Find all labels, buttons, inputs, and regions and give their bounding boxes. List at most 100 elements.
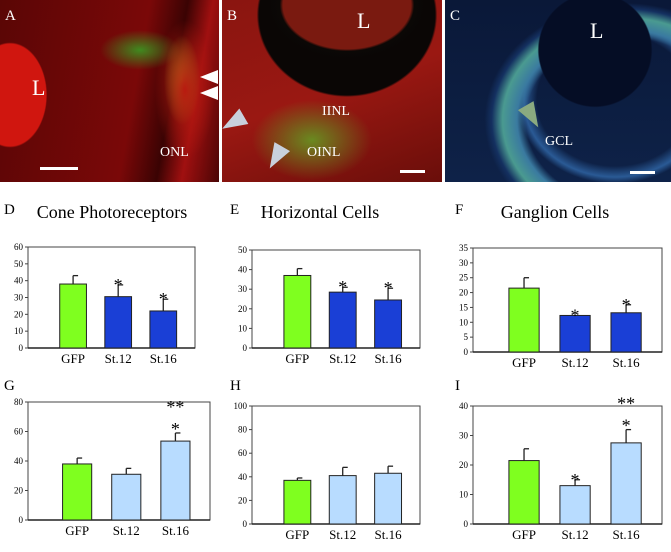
x-tick-label: GFP xyxy=(285,527,309,542)
x-tick-label: GFP xyxy=(61,351,85,366)
bar-gfp xyxy=(283,479,312,525)
bar-st12 xyxy=(111,473,142,521)
x-tick-label: St.16 xyxy=(613,527,641,542)
y-tick-label: 10 xyxy=(238,323,248,333)
onl-label: ONL xyxy=(160,145,189,160)
y-tick-label: 0 xyxy=(243,343,248,353)
x-tick-label: St.12 xyxy=(113,523,140,538)
x-tick-label: St.16 xyxy=(375,527,403,542)
panel-letter: B xyxy=(227,8,238,24)
y-tick-label: 0 xyxy=(464,347,469,357)
micrograph-c: C L GCL xyxy=(445,0,671,182)
x-tick-label: St.16 xyxy=(375,351,403,366)
bar-st12 xyxy=(559,485,591,525)
y-tick-label: 20 xyxy=(14,309,24,319)
y-tick-label: 50 xyxy=(14,259,24,269)
scale-bar xyxy=(400,170,425,173)
y-tick-label: 10 xyxy=(459,490,469,500)
y-tick-label: 30 xyxy=(459,431,469,441)
x-tick-label: St.16 xyxy=(162,523,190,538)
x-tick-label: GFP xyxy=(512,355,536,370)
y-tick-label: 0 xyxy=(243,519,248,529)
significance-star: * xyxy=(384,278,393,298)
x-tick-label: St.12 xyxy=(329,527,356,542)
x-tick-label: St.16 xyxy=(613,355,641,370)
y-tick-label: 10 xyxy=(459,317,469,327)
x-tick-label: St.12 xyxy=(105,351,132,366)
gcl-label: GCL xyxy=(545,134,573,149)
significance-star: ** xyxy=(166,397,184,417)
lens-label: L xyxy=(32,75,46,100)
bar-gfp xyxy=(59,283,87,349)
x-tick-label: St.12 xyxy=(562,355,589,370)
y-tick-label: 80 xyxy=(14,397,24,407)
y-tick-label: 40 xyxy=(14,456,24,466)
y-tick-label: 20 xyxy=(459,460,469,470)
y-tick-label: 20 xyxy=(14,486,24,496)
lens-label: L xyxy=(590,18,604,43)
y-tick-label: 60 xyxy=(14,242,24,252)
y-tick-label: 80 xyxy=(238,425,248,435)
bar-st16 xyxy=(610,442,642,525)
x-tick-label: GFP xyxy=(65,523,89,538)
panel-letter: I xyxy=(455,378,460,394)
arrowhead-icon xyxy=(200,86,218,100)
y-tick-label: 20 xyxy=(459,288,469,298)
panel-letter: G xyxy=(4,378,15,394)
panel-letter: H xyxy=(230,378,241,394)
y-tick-label: 35 xyxy=(459,243,469,253)
y-tick-label: 20 xyxy=(238,495,248,505)
bar-gfp xyxy=(283,274,312,349)
y-tick-label: 60 xyxy=(238,448,248,458)
significance-star: * xyxy=(622,295,631,315)
significance-star: * xyxy=(159,289,168,309)
bar-st16 xyxy=(149,310,178,349)
chart-title: Horizontal Cells xyxy=(261,202,379,222)
x-tick-label: GFP xyxy=(512,527,536,542)
significance-star: * xyxy=(114,275,123,295)
iinl-label: IINL xyxy=(322,104,350,119)
x-tick-label: St.12 xyxy=(562,527,589,542)
y-tick-label: 30 xyxy=(459,258,469,268)
significance-star: * xyxy=(571,470,580,490)
scale-bar xyxy=(40,167,78,170)
bar-st16 xyxy=(160,440,191,521)
y-tick-label: 40 xyxy=(459,401,469,411)
scale-bar xyxy=(630,171,655,174)
bar-gfp xyxy=(508,287,540,353)
y-tick-label: 0 xyxy=(464,519,469,529)
arrowhead-icon xyxy=(200,70,218,84)
bar-st16 xyxy=(374,299,403,349)
significance-star: * xyxy=(622,416,631,436)
y-tick-label: 40 xyxy=(14,276,24,286)
y-tick-label: 30 xyxy=(14,293,24,303)
y-tick-label: 50 xyxy=(238,245,248,255)
y-tick-label: 0 xyxy=(19,515,24,525)
y-tick-label: 30 xyxy=(238,284,248,294)
y-tick-label: 60 xyxy=(14,427,24,437)
panel-letter: D xyxy=(4,202,15,218)
bar-st12 xyxy=(104,296,133,349)
chart-title: Ganglion Cells xyxy=(501,202,610,222)
panel-letter: E xyxy=(230,202,239,218)
bar-st12 xyxy=(328,475,357,525)
y-tick-label: 100 xyxy=(234,401,248,411)
oinl-label: OINL xyxy=(307,145,341,160)
panel-letter: F xyxy=(455,202,463,218)
significance-star: * xyxy=(171,419,180,439)
x-tick-label: St.16 xyxy=(150,351,178,366)
bar-st12 xyxy=(328,291,357,349)
significance-star: ** xyxy=(617,394,635,414)
panel-letter: C xyxy=(450,8,461,24)
x-tick-label: St.12 xyxy=(329,351,356,366)
y-tick-label: 20 xyxy=(238,304,248,314)
y-tick-label: 40 xyxy=(238,472,248,482)
bar-gfp xyxy=(62,463,93,521)
micrograph-b: B L IINL OINL xyxy=(222,0,442,182)
x-tick-label: GFP xyxy=(285,351,309,366)
lens-label: L xyxy=(357,8,371,33)
panel-letter: A xyxy=(5,8,16,24)
y-tick-label: 5 xyxy=(464,332,469,342)
